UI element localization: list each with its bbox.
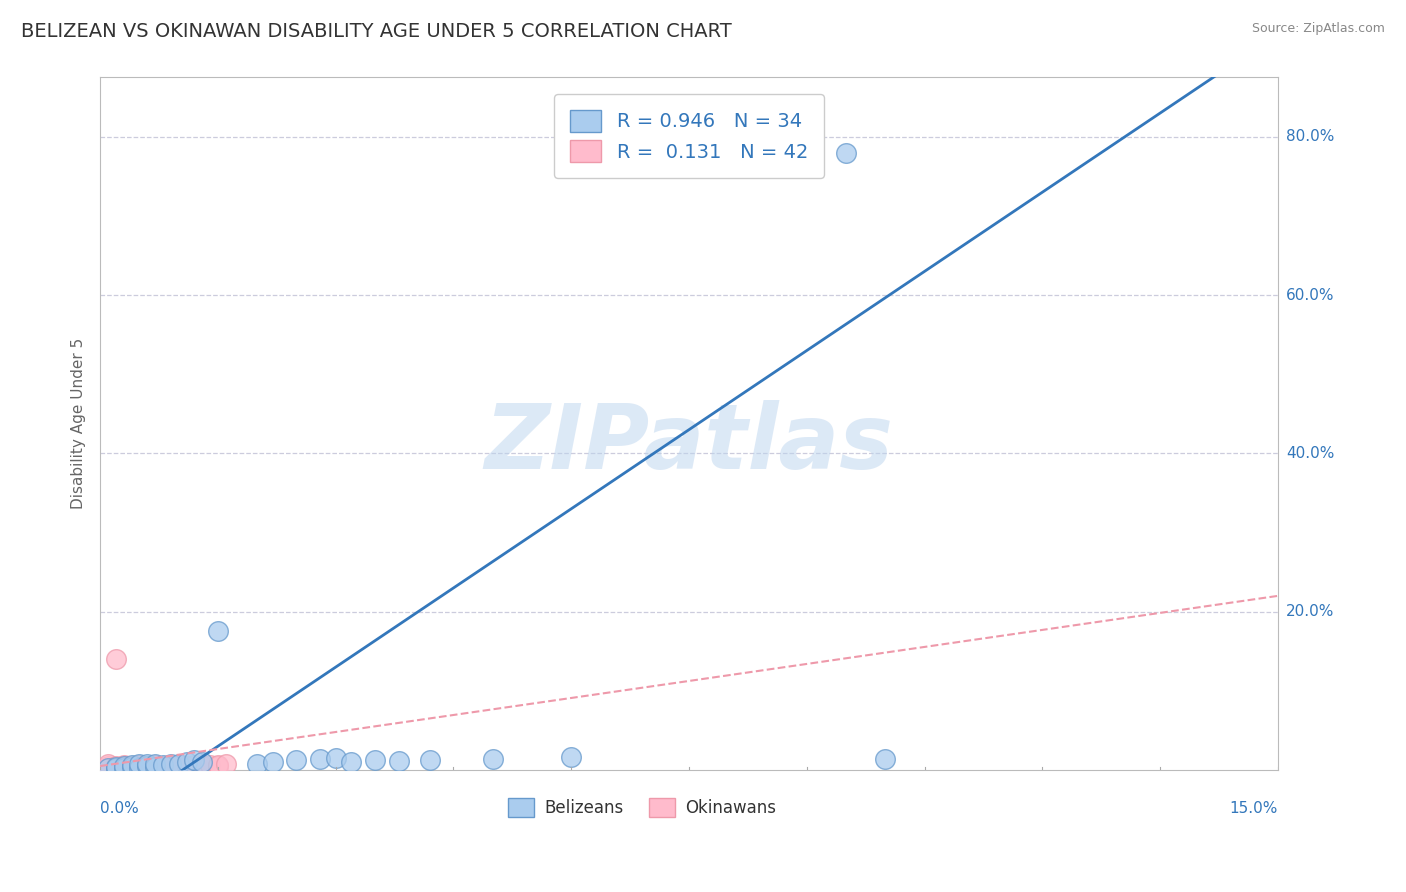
Point [191, 759, 214, 773]
Text: 80.0%: 80.0% [1286, 129, 1334, 145]
Text: BELIZEAN VS OKINAWAN DISABILITY AGE UNDER 5 CORRELATION CHART: BELIZEAN VS OKINAWAN DISABILITY AGE UNDE… [21, 22, 733, 41]
Point [121, 761, 143, 775]
Point [183, 759, 205, 773]
Point [104, 760, 127, 774]
Text: ZIPatlas: ZIPatlas [485, 401, 894, 489]
Point [198, 758, 221, 772]
Point [104, 761, 127, 775]
Point [136, 759, 159, 773]
Point [112, 758, 135, 772]
Text: 60.0%: 60.0% [1286, 287, 1334, 302]
Point [128, 760, 150, 774]
Point [560, 750, 582, 764]
Text: 40.0%: 40.0% [1286, 446, 1334, 461]
Point [128, 756, 150, 771]
Point [128, 759, 150, 773]
Point [143, 760, 166, 774]
Point [191, 755, 214, 769]
Point [143, 761, 166, 775]
Point [121, 759, 143, 773]
Point [835, 145, 858, 160]
Point [97, 759, 120, 773]
Point [136, 759, 159, 773]
Point [159, 761, 181, 775]
Point [176, 760, 198, 774]
Point [152, 760, 174, 774]
Point [481, 752, 503, 766]
Point [143, 759, 166, 773]
Text: Source: ZipAtlas.com: Source: ZipAtlas.com [1251, 22, 1385, 36]
Point [262, 755, 284, 769]
Point [143, 760, 166, 774]
Point [121, 760, 143, 774]
Point [183, 758, 205, 772]
Point [167, 757, 190, 772]
Point [121, 758, 143, 772]
Point [143, 758, 166, 772]
Point [325, 751, 347, 765]
Point [159, 760, 181, 774]
Text: 20.0%: 20.0% [1286, 604, 1334, 619]
Point [136, 761, 159, 775]
Point [152, 761, 174, 775]
Point [104, 652, 127, 666]
Text: 15.0%: 15.0% [1230, 801, 1278, 816]
Point [128, 761, 150, 775]
Point [419, 753, 441, 767]
Point [340, 755, 363, 769]
Point [387, 754, 409, 768]
Point [97, 756, 120, 771]
Point [112, 761, 135, 775]
Point [364, 753, 387, 767]
Point [104, 759, 127, 773]
Point [191, 758, 214, 772]
Point [159, 759, 181, 773]
Point [128, 761, 150, 775]
Legend: Belizeans, Okinawans: Belizeans, Okinawans [501, 791, 783, 824]
Point [756, 153, 779, 168]
Point [121, 760, 143, 774]
Point [167, 760, 190, 774]
Point [152, 759, 174, 773]
Point [128, 758, 150, 772]
Point [246, 756, 269, 771]
Point [112, 759, 135, 773]
Point [112, 759, 135, 773]
Point [875, 752, 897, 766]
Point [143, 757, 166, 772]
Point [136, 760, 159, 774]
Point [207, 759, 229, 773]
Point [207, 624, 229, 639]
Point [207, 758, 229, 772]
Y-axis label: Disability Age Under 5: Disability Age Under 5 [72, 338, 86, 509]
Point [176, 759, 198, 773]
Point [112, 761, 135, 775]
Point [159, 756, 181, 771]
Point [152, 758, 174, 772]
Point [104, 761, 127, 775]
Point [136, 756, 159, 771]
Point [167, 758, 190, 772]
Point [176, 755, 198, 769]
Point [285, 754, 308, 768]
Text: 0.0%: 0.0% [100, 801, 139, 816]
Point [97, 761, 120, 775]
Point [309, 752, 332, 766]
Point [215, 757, 238, 772]
Point [167, 759, 190, 773]
Point [183, 754, 205, 768]
Point [97, 761, 120, 775]
